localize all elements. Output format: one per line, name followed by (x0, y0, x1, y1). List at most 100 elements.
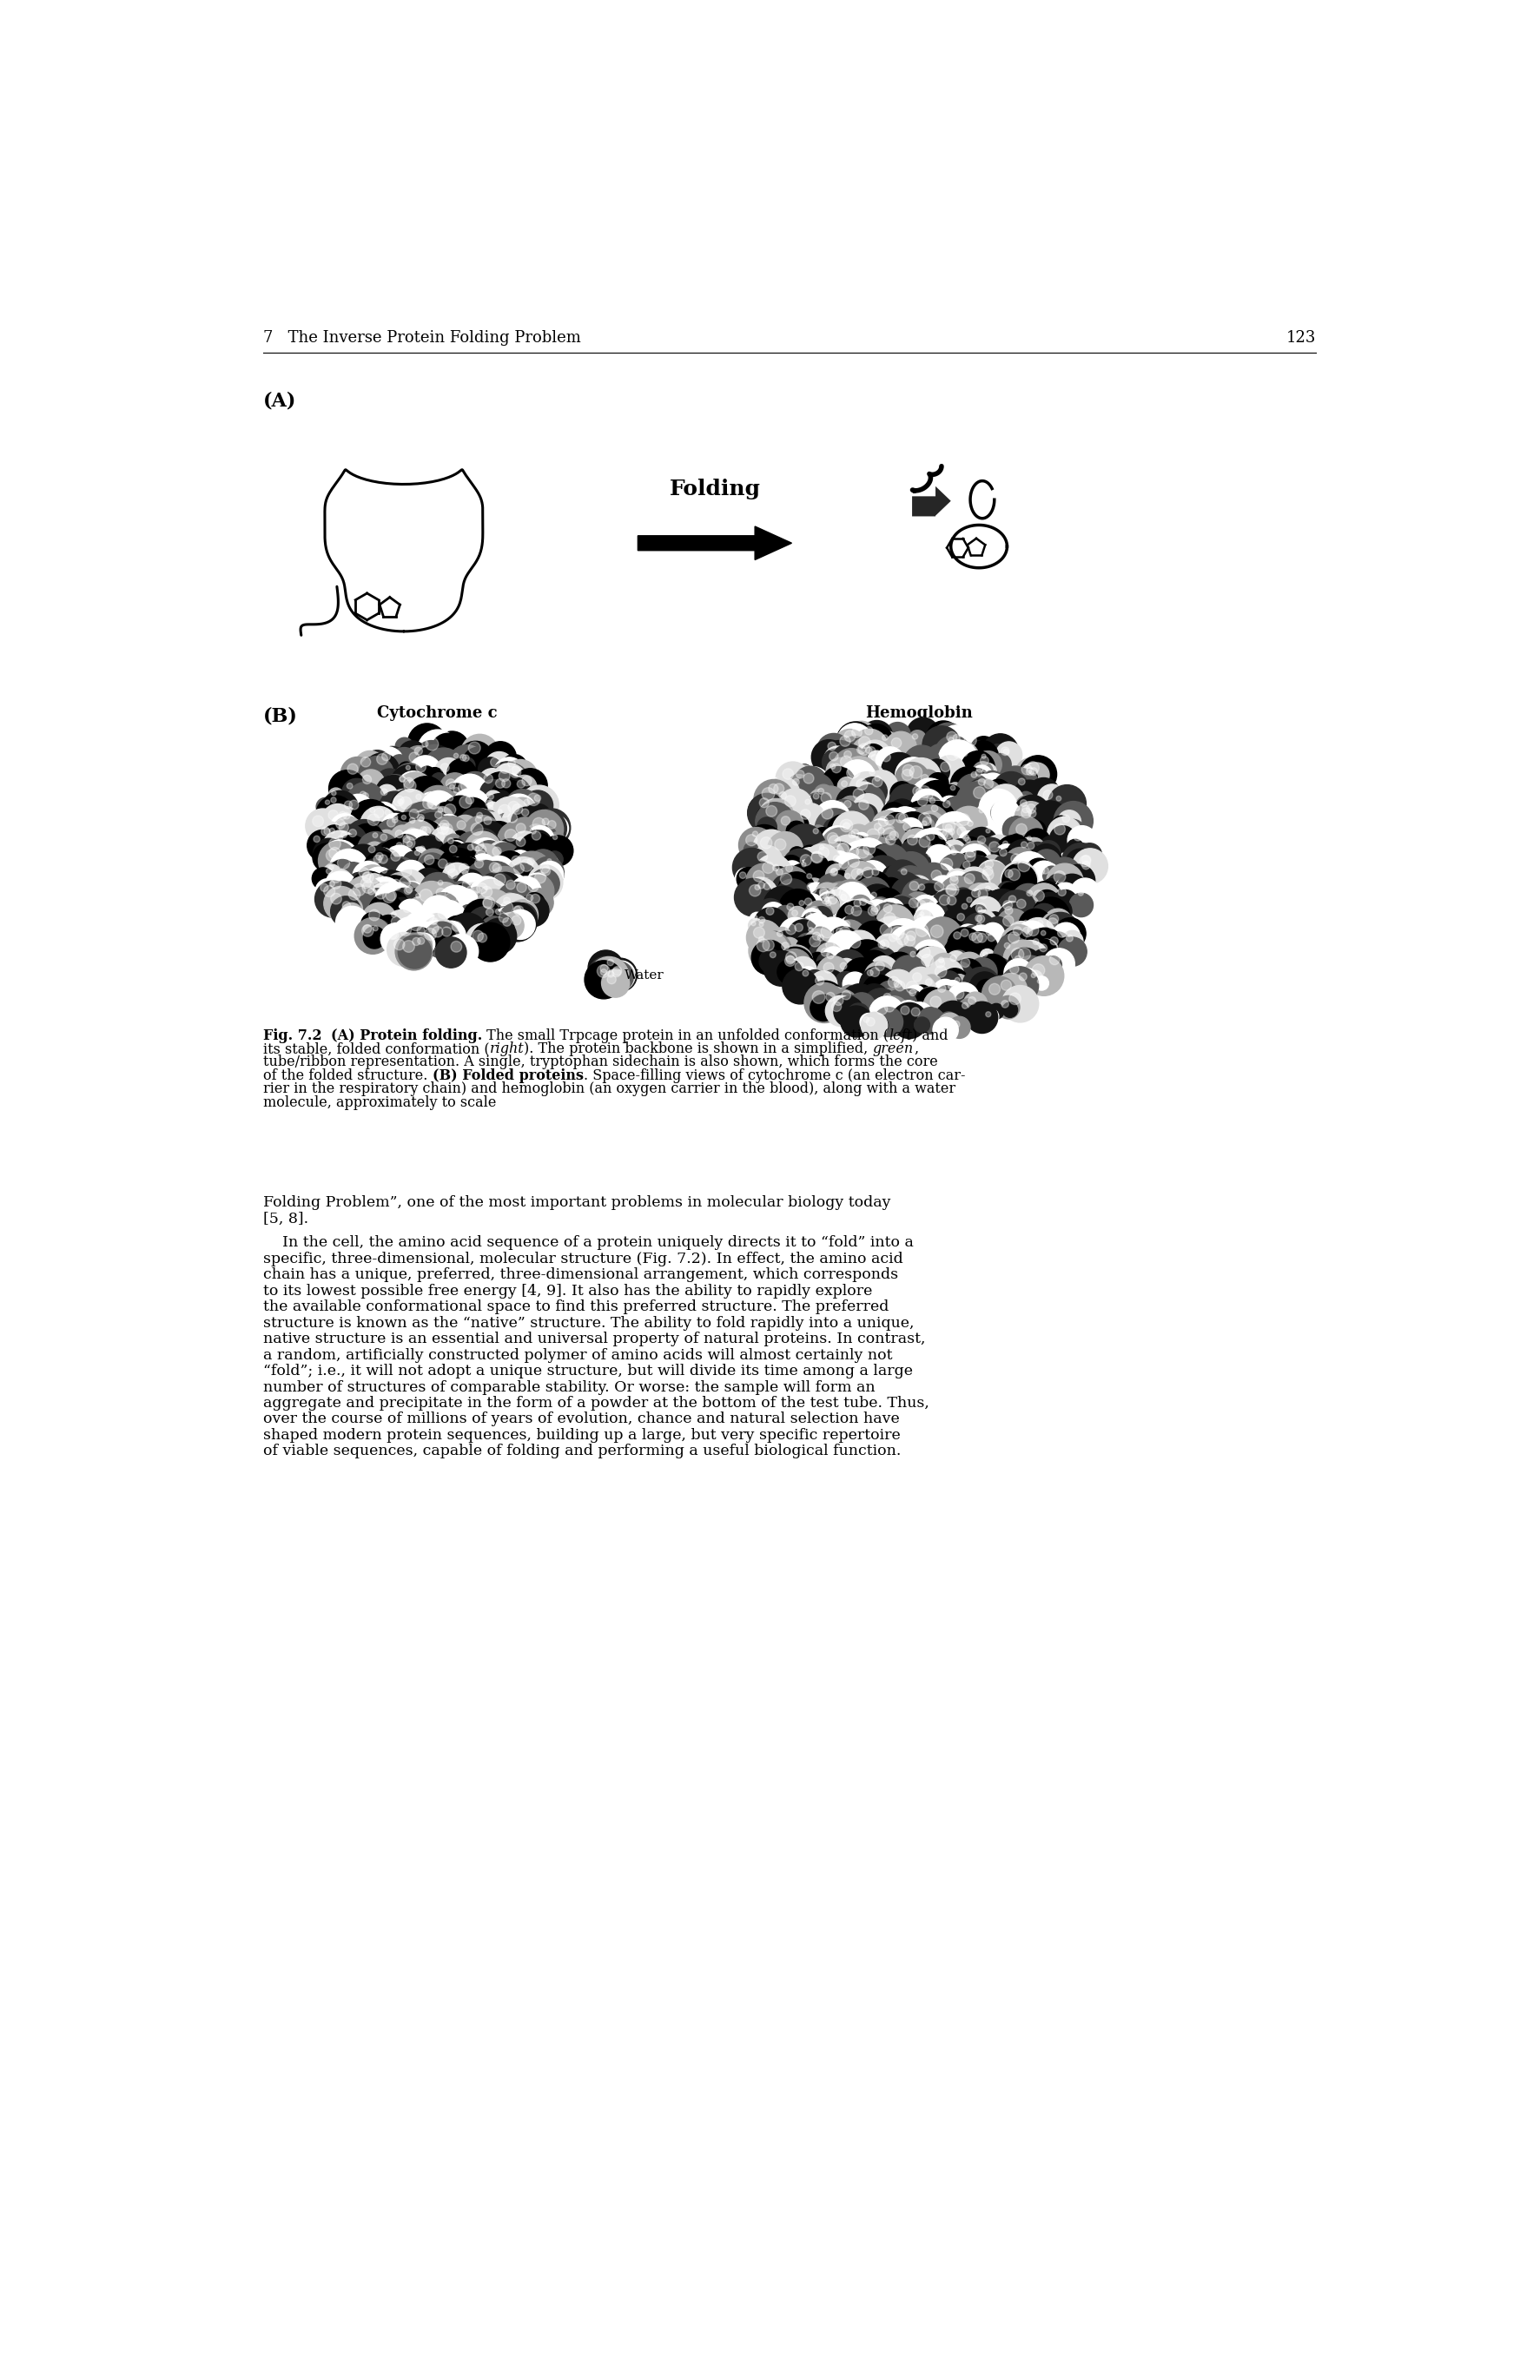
Circle shape (1043, 897, 1072, 926)
Circle shape (918, 1007, 944, 1033)
Circle shape (975, 940, 996, 962)
Circle shape (827, 814, 858, 845)
Circle shape (354, 871, 387, 904)
Circle shape (822, 738, 849, 762)
Text: shaped modern protein sequences, building up a large, but very specific repertoi: shaped modern protein sequences, buildin… (263, 1428, 901, 1442)
Circle shape (916, 812, 944, 840)
Circle shape (313, 838, 345, 871)
Circle shape (984, 778, 993, 788)
Circle shape (941, 859, 952, 869)
Circle shape (938, 890, 975, 928)
Circle shape (390, 747, 419, 778)
Circle shape (1021, 762, 1044, 788)
Circle shape (745, 864, 781, 900)
Circle shape (999, 850, 1006, 857)
Circle shape (889, 826, 913, 850)
Circle shape (847, 992, 875, 1021)
Circle shape (399, 812, 413, 826)
Circle shape (444, 793, 462, 809)
Circle shape (362, 926, 373, 938)
Circle shape (493, 895, 531, 933)
Circle shape (499, 759, 522, 783)
Circle shape (411, 881, 451, 921)
Circle shape (961, 928, 969, 938)
Circle shape (995, 743, 1021, 769)
Text: aggregate and precipitate in the form of a powder at the bottom of the test tube: aggregate and precipitate in the form of… (263, 1395, 929, 1411)
Circle shape (510, 831, 539, 862)
Circle shape (516, 897, 534, 916)
Circle shape (839, 802, 842, 807)
Circle shape (330, 814, 359, 843)
Circle shape (782, 769, 793, 781)
Circle shape (445, 869, 462, 885)
Circle shape (756, 804, 781, 831)
Circle shape (987, 785, 1024, 821)
Circle shape (885, 814, 904, 831)
Circle shape (1052, 816, 1069, 833)
Circle shape (938, 985, 946, 992)
Circle shape (417, 852, 447, 883)
Circle shape (387, 933, 420, 966)
Circle shape (967, 769, 986, 785)
Circle shape (872, 869, 878, 876)
Circle shape (912, 785, 922, 795)
Circle shape (533, 819, 545, 831)
Circle shape (527, 864, 562, 900)
Circle shape (496, 778, 505, 788)
Circle shape (607, 971, 613, 978)
Circle shape (858, 778, 887, 807)
Circle shape (946, 845, 953, 852)
Text: structure is known as the “native” structure. The ability to fold rapidly into a: structure is known as the “native” struc… (263, 1316, 913, 1330)
Circle shape (1043, 878, 1058, 892)
Circle shape (832, 1002, 841, 1012)
Circle shape (785, 923, 796, 935)
Circle shape (379, 857, 411, 890)
Circle shape (745, 826, 782, 862)
Circle shape (601, 964, 608, 973)
Circle shape (944, 823, 952, 831)
Circle shape (410, 816, 414, 823)
Circle shape (756, 816, 776, 838)
Circle shape (393, 916, 428, 954)
Circle shape (767, 776, 799, 809)
Circle shape (1001, 1000, 1009, 1007)
Circle shape (879, 940, 889, 950)
Circle shape (838, 888, 852, 900)
Circle shape (513, 769, 547, 802)
Circle shape (859, 983, 889, 1014)
Circle shape (360, 793, 367, 797)
Circle shape (402, 928, 434, 962)
Circle shape (767, 831, 802, 866)
Circle shape (832, 764, 841, 774)
Circle shape (496, 814, 513, 831)
Circle shape (594, 959, 619, 983)
Circle shape (824, 971, 839, 988)
Circle shape (807, 926, 832, 952)
Circle shape (442, 847, 459, 864)
Circle shape (414, 740, 447, 774)
Circle shape (419, 859, 447, 888)
Circle shape (428, 902, 439, 914)
Circle shape (322, 840, 359, 876)
Circle shape (972, 762, 992, 783)
Circle shape (417, 850, 448, 878)
Circle shape (1053, 871, 1066, 883)
Circle shape (941, 840, 966, 864)
Circle shape (479, 812, 502, 835)
Circle shape (839, 757, 879, 797)
Circle shape (399, 821, 437, 859)
Circle shape (865, 990, 881, 1007)
Circle shape (354, 873, 393, 912)
Circle shape (342, 902, 350, 909)
Circle shape (513, 766, 528, 781)
Circle shape (510, 816, 541, 847)
Circle shape (477, 871, 516, 912)
Circle shape (964, 928, 987, 952)
Circle shape (471, 928, 500, 957)
Circle shape (399, 883, 422, 904)
Circle shape (802, 878, 825, 902)
Circle shape (410, 743, 434, 766)
Circle shape (399, 814, 436, 850)
Circle shape (524, 800, 530, 804)
Circle shape (493, 873, 505, 885)
